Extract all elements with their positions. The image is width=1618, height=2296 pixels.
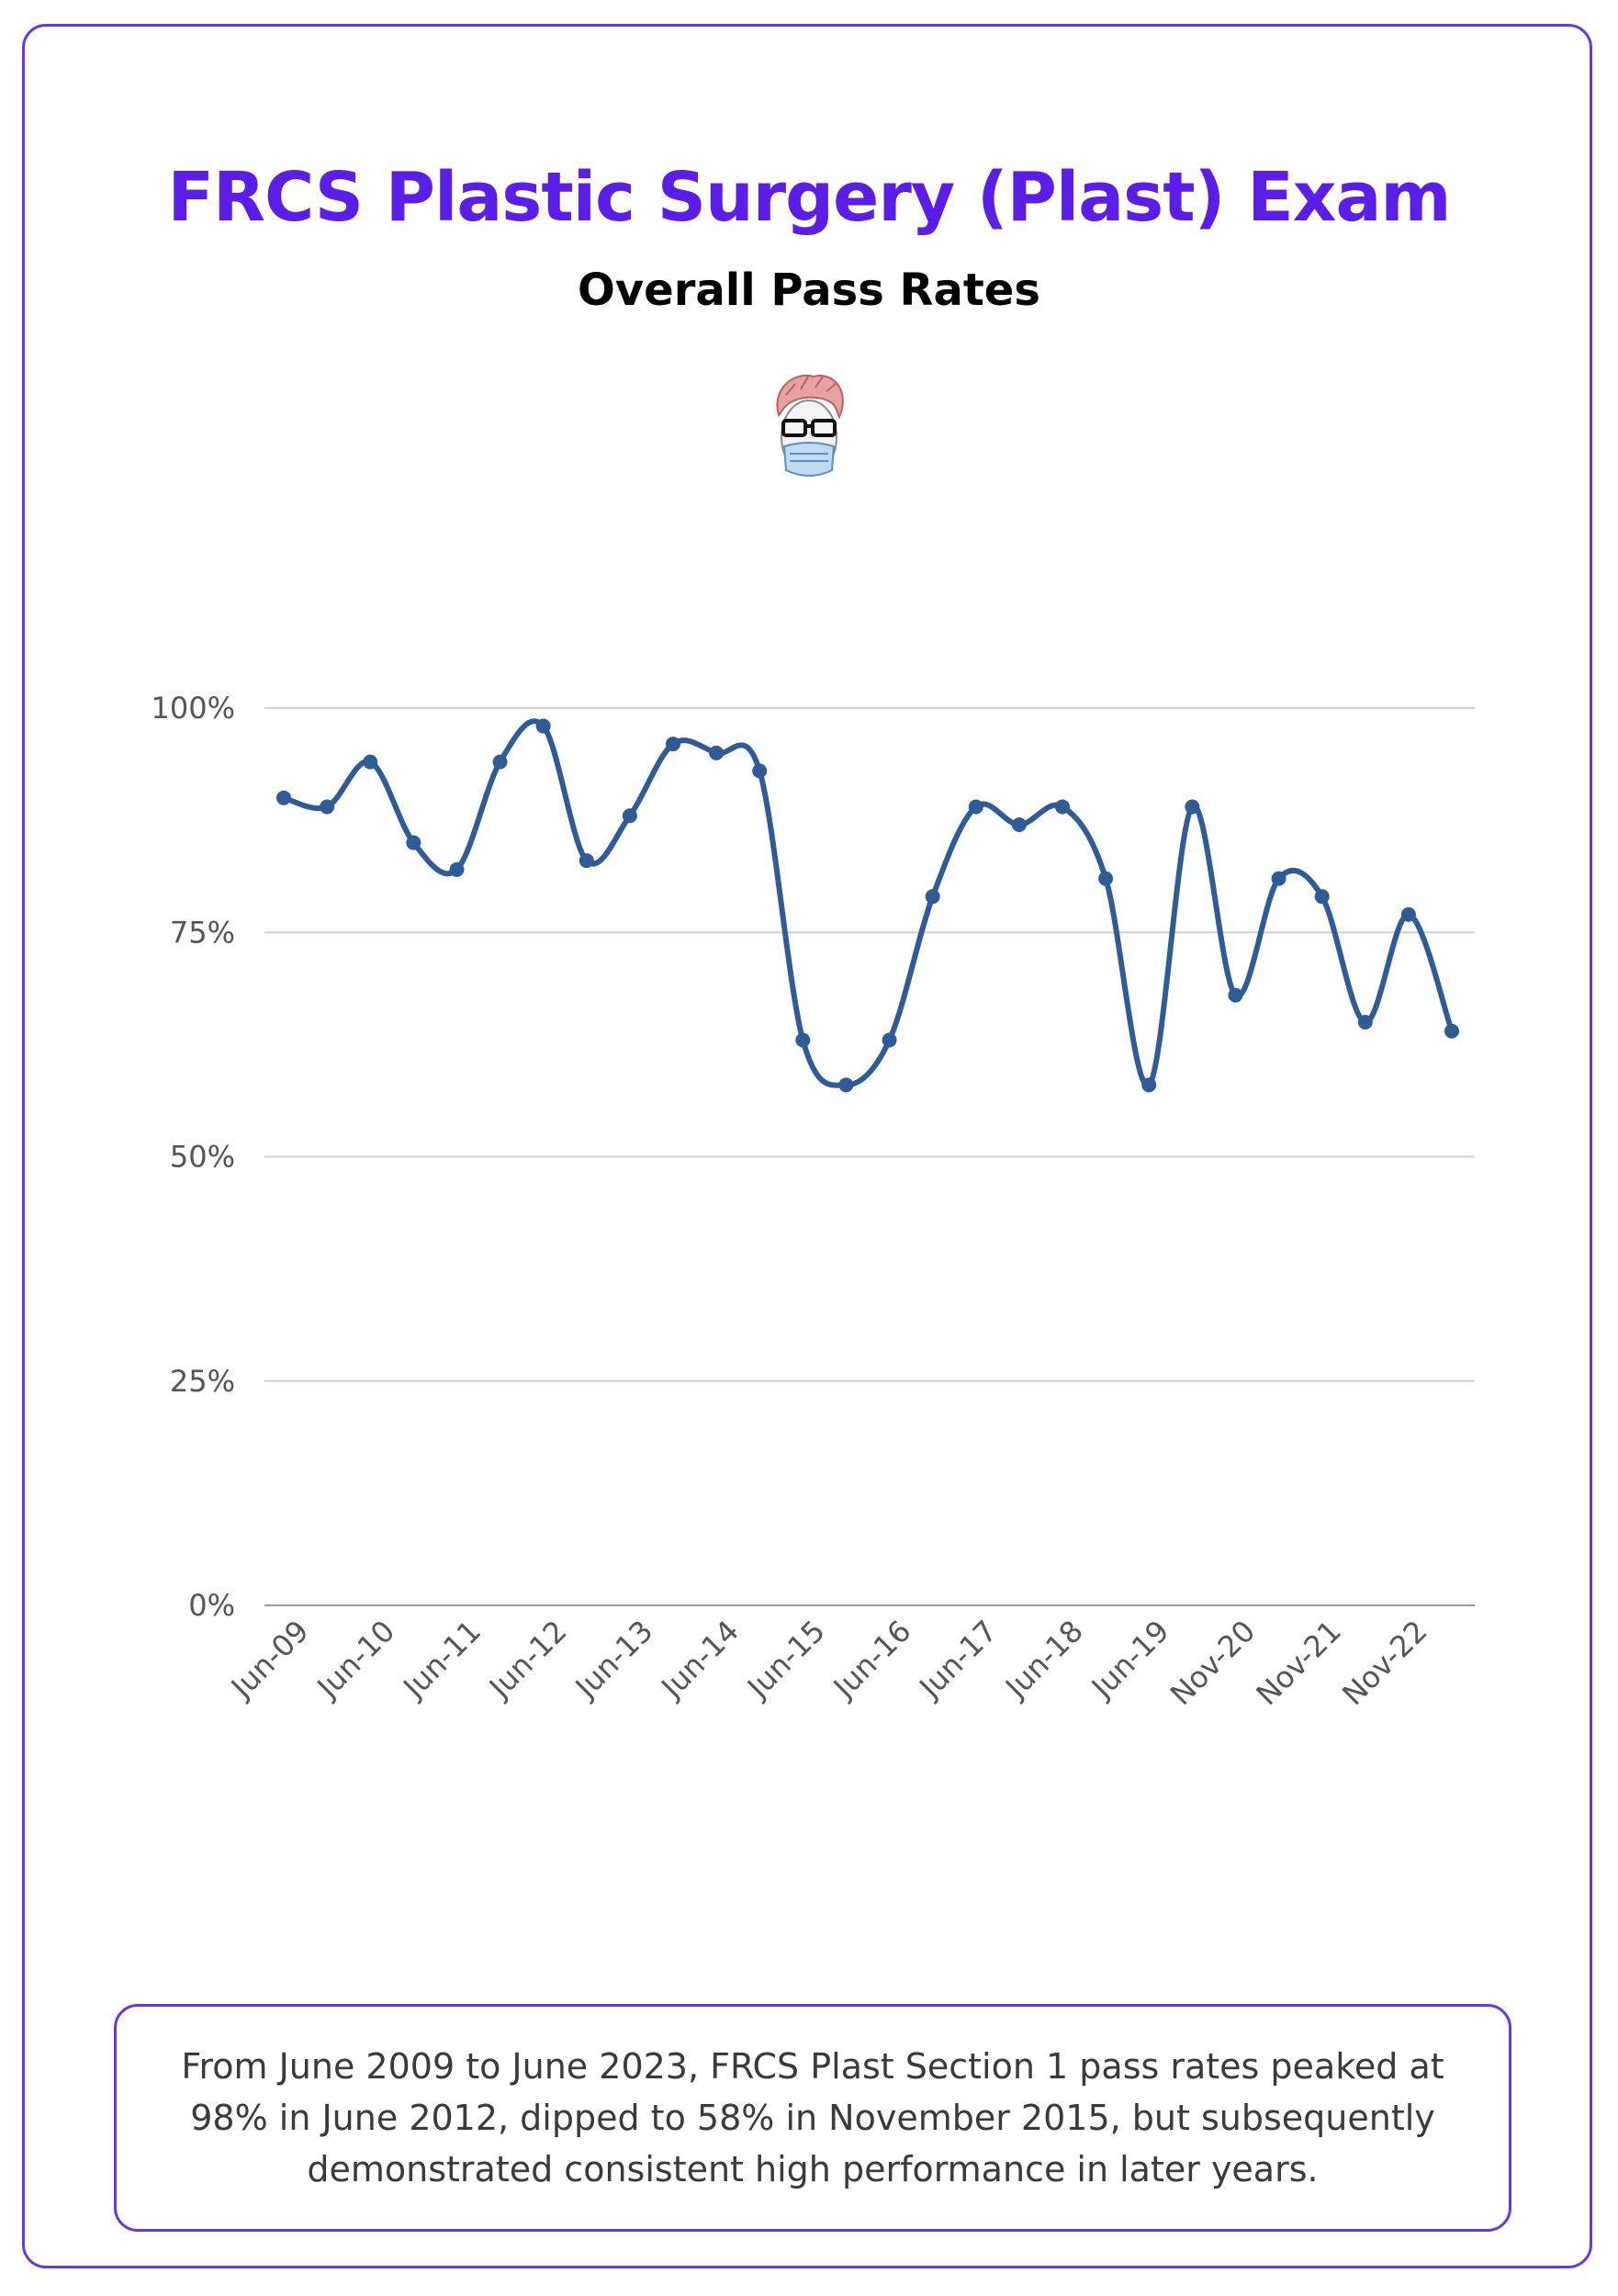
x-tick-label: Jun-10 — [309, 1614, 402, 1706]
data-point — [320, 799, 335, 815]
data-point — [579, 853, 594, 869]
data-point — [1400, 906, 1416, 922]
data-point — [838, 1077, 854, 1093]
caption-box: From June 2009 to June 2023, FRCS Plast … — [114, 2004, 1511, 2232]
gridlines — [264, 707, 1475, 1606]
line-chart: 0% 25% 50% 75% 100% Jun-09Jun-10Jun-11Jun-12… — [152, 691, 1475, 1712]
data-point — [1011, 817, 1027, 833]
x-tick-label: Nov-20 — [1163, 1614, 1262, 1712]
data-point — [1141, 1077, 1157, 1093]
data-point — [1314, 889, 1330, 905]
data-point — [925, 889, 940, 905]
x-tick-label: Jun-11 — [395, 1614, 488, 1706]
data-point — [622, 808, 637, 824]
y-axis-ticks: 0% 25% 50% 75% 100% — [152, 691, 235, 1623]
x-tick-label: Jun-12 — [481, 1614, 574, 1706]
data-point — [406, 835, 421, 850]
data-point — [1185, 799, 1200, 815]
x-tick-label: Jun-15 — [739, 1614, 832, 1706]
x-tick-label: Jun-18 — [997, 1614, 1090, 1706]
data-point — [1271, 871, 1287, 886]
doctor-with-mask-avatar-icon — [758, 367, 860, 489]
y-tick-label: 25% — [170, 1364, 235, 1399]
data-point — [1098, 871, 1114, 886]
page-title: FRCS Plastic Surgery (Plast) Exam — [167, 158, 1451, 237]
data-point — [666, 737, 680, 752]
data-point — [795, 1032, 811, 1048]
x-axis-ticks: Jun-09Jun-10Jun-11Jun-12Jun-13Jun-14Jun-… — [223, 1614, 1434, 1712]
page-subtitle: Overall Pass Rates — [578, 264, 1040, 316]
caption-text: From June 2009 to June 2023, FRCS Plast … — [181, 2046, 1444, 2189]
data-point — [1228, 987, 1243, 1003]
data-point — [535, 718, 551, 734]
data-point — [882, 1032, 897, 1048]
x-tick-label: Jun-17 — [912, 1614, 1005, 1706]
data-point — [492, 754, 508, 770]
x-tick-label: Jun-14 — [654, 1614, 747, 1706]
data-point — [449, 861, 465, 877]
x-tick-label: Jun-13 — [567, 1614, 660, 1706]
data-point — [363, 754, 378, 770]
series-line — [283, 718, 1455, 1088]
data-point — [709, 745, 725, 760]
y-tick-label: 75% — [170, 915, 235, 950]
x-tick-label: Nov-21 — [1250, 1614, 1348, 1712]
data-point — [1357, 1014, 1373, 1030]
x-tick-label: Nov-22 — [1335, 1614, 1433, 1712]
x-tick-label: Jun-16 — [826, 1614, 918, 1706]
y-tick-label: 0% — [188, 1588, 235, 1623]
x-tick-label: Jun-19 — [1084, 1614, 1176, 1706]
y-tick-label: 50% — [170, 1140, 235, 1175]
data-point — [968, 799, 983, 815]
data-point — [1444, 1023, 1459, 1039]
data-point — [752, 763, 768, 779]
data-points — [276, 718, 1459, 1093]
page-frame — [22, 24, 1592, 2268]
y-tick-label: 100% — [152, 691, 235, 726]
data-point — [1055, 799, 1070, 815]
x-tick-label: Jun-09 — [223, 1614, 316, 1706]
data-point — [276, 790, 291, 805]
